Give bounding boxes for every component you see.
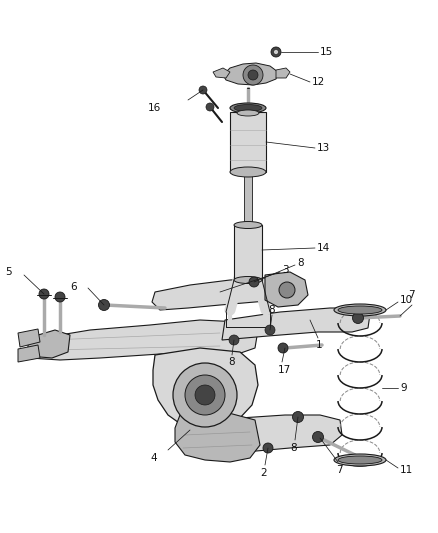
Circle shape bbox=[243, 65, 263, 85]
Text: 8: 8 bbox=[297, 258, 304, 268]
Bar bbox=[244, 175, 252, 240]
Ellipse shape bbox=[234, 222, 262, 229]
Circle shape bbox=[293, 411, 304, 423]
Polygon shape bbox=[265, 272, 308, 307]
Polygon shape bbox=[18, 345, 40, 362]
Text: 7: 7 bbox=[336, 465, 343, 475]
Circle shape bbox=[185, 375, 225, 415]
Polygon shape bbox=[18, 329, 40, 347]
Text: 7: 7 bbox=[408, 290, 415, 300]
Circle shape bbox=[99, 300, 110, 311]
Circle shape bbox=[199, 86, 207, 94]
Circle shape bbox=[278, 343, 288, 353]
Circle shape bbox=[249, 277, 259, 287]
Circle shape bbox=[173, 363, 237, 427]
Text: 6: 6 bbox=[70, 282, 77, 292]
Circle shape bbox=[195, 385, 215, 405]
Circle shape bbox=[279, 282, 295, 298]
Polygon shape bbox=[276, 68, 290, 78]
Ellipse shape bbox=[237, 110, 259, 116]
Text: 12: 12 bbox=[312, 77, 325, 87]
Polygon shape bbox=[152, 278, 285, 310]
Bar bbox=[230, 112, 266, 172]
Polygon shape bbox=[28, 330, 70, 358]
Ellipse shape bbox=[338, 306, 382, 314]
Text: 13: 13 bbox=[317, 143, 330, 153]
Text: 9: 9 bbox=[400, 383, 406, 393]
Text: 15: 15 bbox=[320, 47, 333, 57]
Polygon shape bbox=[153, 348, 258, 430]
Circle shape bbox=[271, 47, 281, 57]
Ellipse shape bbox=[230, 167, 266, 177]
Text: 1: 1 bbox=[316, 340, 323, 350]
Circle shape bbox=[206, 103, 214, 111]
Text: 5: 5 bbox=[5, 267, 12, 277]
Polygon shape bbox=[195, 415, 342, 458]
Text: 17: 17 bbox=[278, 365, 291, 375]
Circle shape bbox=[265, 325, 275, 335]
Text: 16: 16 bbox=[148, 103, 161, 113]
Text: 4: 4 bbox=[150, 453, 157, 463]
Circle shape bbox=[273, 50, 279, 54]
Text: 8: 8 bbox=[290, 443, 297, 453]
Ellipse shape bbox=[234, 104, 262, 111]
Polygon shape bbox=[175, 412, 260, 462]
Circle shape bbox=[55, 292, 65, 302]
Polygon shape bbox=[213, 68, 230, 78]
Text: 8: 8 bbox=[228, 357, 235, 367]
Ellipse shape bbox=[334, 304, 386, 316]
Circle shape bbox=[263, 443, 273, 453]
Text: 11: 11 bbox=[400, 465, 413, 475]
Circle shape bbox=[229, 335, 239, 345]
Circle shape bbox=[312, 432, 324, 442]
Polygon shape bbox=[30, 320, 258, 360]
Circle shape bbox=[353, 312, 364, 324]
Circle shape bbox=[39, 289, 49, 299]
Text: 14: 14 bbox=[317, 243, 330, 253]
Text: 10: 10 bbox=[400, 295, 413, 305]
Polygon shape bbox=[223, 63, 278, 85]
Text: 8: 8 bbox=[268, 305, 275, 315]
Text: 3: 3 bbox=[282, 265, 289, 275]
Ellipse shape bbox=[234, 277, 262, 284]
Circle shape bbox=[248, 70, 258, 80]
Text: 2: 2 bbox=[260, 468, 267, 478]
Bar bbox=[234, 225, 262, 280]
Ellipse shape bbox=[338, 456, 382, 464]
Ellipse shape bbox=[230, 103, 266, 113]
Polygon shape bbox=[222, 308, 370, 340]
Ellipse shape bbox=[334, 454, 386, 466]
